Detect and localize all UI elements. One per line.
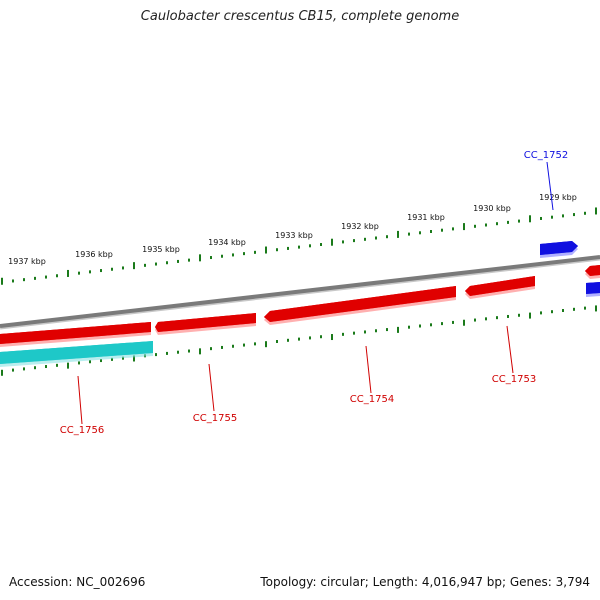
gene-cc-1750-face xyxy=(586,282,600,294)
scale-label: 1929 kbp xyxy=(539,193,577,202)
scale-label: 1932 kbp xyxy=(341,222,379,231)
gene-cc-1752[interactable] xyxy=(540,241,578,258)
gene-cc-1755-face xyxy=(155,313,256,332)
callout-cc-1755-leader xyxy=(208,363,215,412)
rna-gene-1-face xyxy=(0,341,153,364)
scale-label: 1934 kbp xyxy=(208,238,246,247)
scale-label: 1936 kbp xyxy=(75,250,113,259)
outer-tick-track xyxy=(1,207,597,285)
scale-label: 1937 kbp xyxy=(8,257,46,266)
callout-cc-1752-leader xyxy=(546,161,554,211)
callout-cc-1756-leader xyxy=(77,375,83,425)
gene-track xyxy=(0,241,600,367)
genome-backbone xyxy=(0,255,600,328)
gene-cc-1750[interactable] xyxy=(586,282,600,297)
callout-cc-1752-label[interactable]: CC_1752 xyxy=(524,150,568,161)
rna-gene-1[interactable] xyxy=(0,341,153,367)
scale-label: 1933 kbp xyxy=(275,231,313,240)
scale-label: 1930 kbp xyxy=(473,204,511,213)
genome-title: Caulobacter crescentus CB15, complete ge… xyxy=(140,9,460,24)
gene-cc-1751[interactable] xyxy=(585,265,600,279)
gene-cc-1755[interactable] xyxy=(155,313,256,335)
gene-cc-1752-face xyxy=(540,241,578,255)
scale-label: 1931 kbp xyxy=(407,213,445,222)
scale-label: 1935 kbp xyxy=(142,245,180,254)
gene-cc-1753-face xyxy=(465,276,535,296)
gene-cc-1754-face xyxy=(264,286,456,322)
gene-cc-1751-face xyxy=(585,265,600,276)
callout-cc-1754-leader xyxy=(365,345,372,394)
gene-cc-1756[interactable] xyxy=(0,322,151,347)
gene-cc-1754[interactable] xyxy=(264,286,456,325)
callout-cc-1756-label[interactable]: CC_1756 xyxy=(60,425,104,436)
gene-cc-1753[interactable] xyxy=(465,276,535,299)
callout-cc-1754-label[interactable]: CC_1754 xyxy=(350,394,394,405)
callout-cc-1755-label[interactable]: CC_1755 xyxy=(193,413,237,424)
callout-cc-1753-label[interactable]: CC_1753 xyxy=(492,374,536,385)
scale-label-group: 1929 kbp 1930 kbp 1931 kbp 1932 kbp 1933 kbp… xyxy=(8,193,577,266)
accession-text: Accession: NC_002696 xyxy=(9,575,146,589)
gene-cc-1756-face xyxy=(0,322,151,344)
callout-cc-1753-leader xyxy=(506,325,514,374)
gene-callouts: CC_1752 CC_1753 CC_1754 CC_1755 CC_1756 xyxy=(60,150,568,436)
genome-summary-text: Topology: circular; Length: 4,016,947 bp… xyxy=(260,575,590,589)
